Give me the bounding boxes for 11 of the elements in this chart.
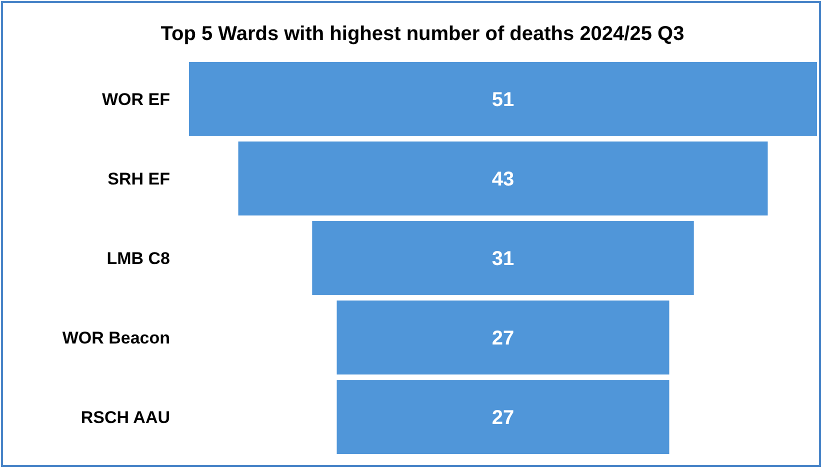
data-label: 31: [492, 248, 514, 270]
category-label: WOR Beacon: [62, 328, 170, 348]
category-label: LMB C8: [106, 248, 170, 268]
category-label: SRH EF: [108, 169, 170, 188]
data-label: 43: [492, 168, 514, 190]
data-label: 27: [492, 407, 514, 430]
text: Top 5 Wards with highest number of deaths 2024/25 Q3: [160, 23, 684, 45]
category-label: RSCH AAU: [80, 408, 170, 427]
data-label: 51: [492, 88, 514, 111]
data-label: 27: [492, 328, 514, 350]
category-label: WOR EF: [102, 90, 170, 109]
